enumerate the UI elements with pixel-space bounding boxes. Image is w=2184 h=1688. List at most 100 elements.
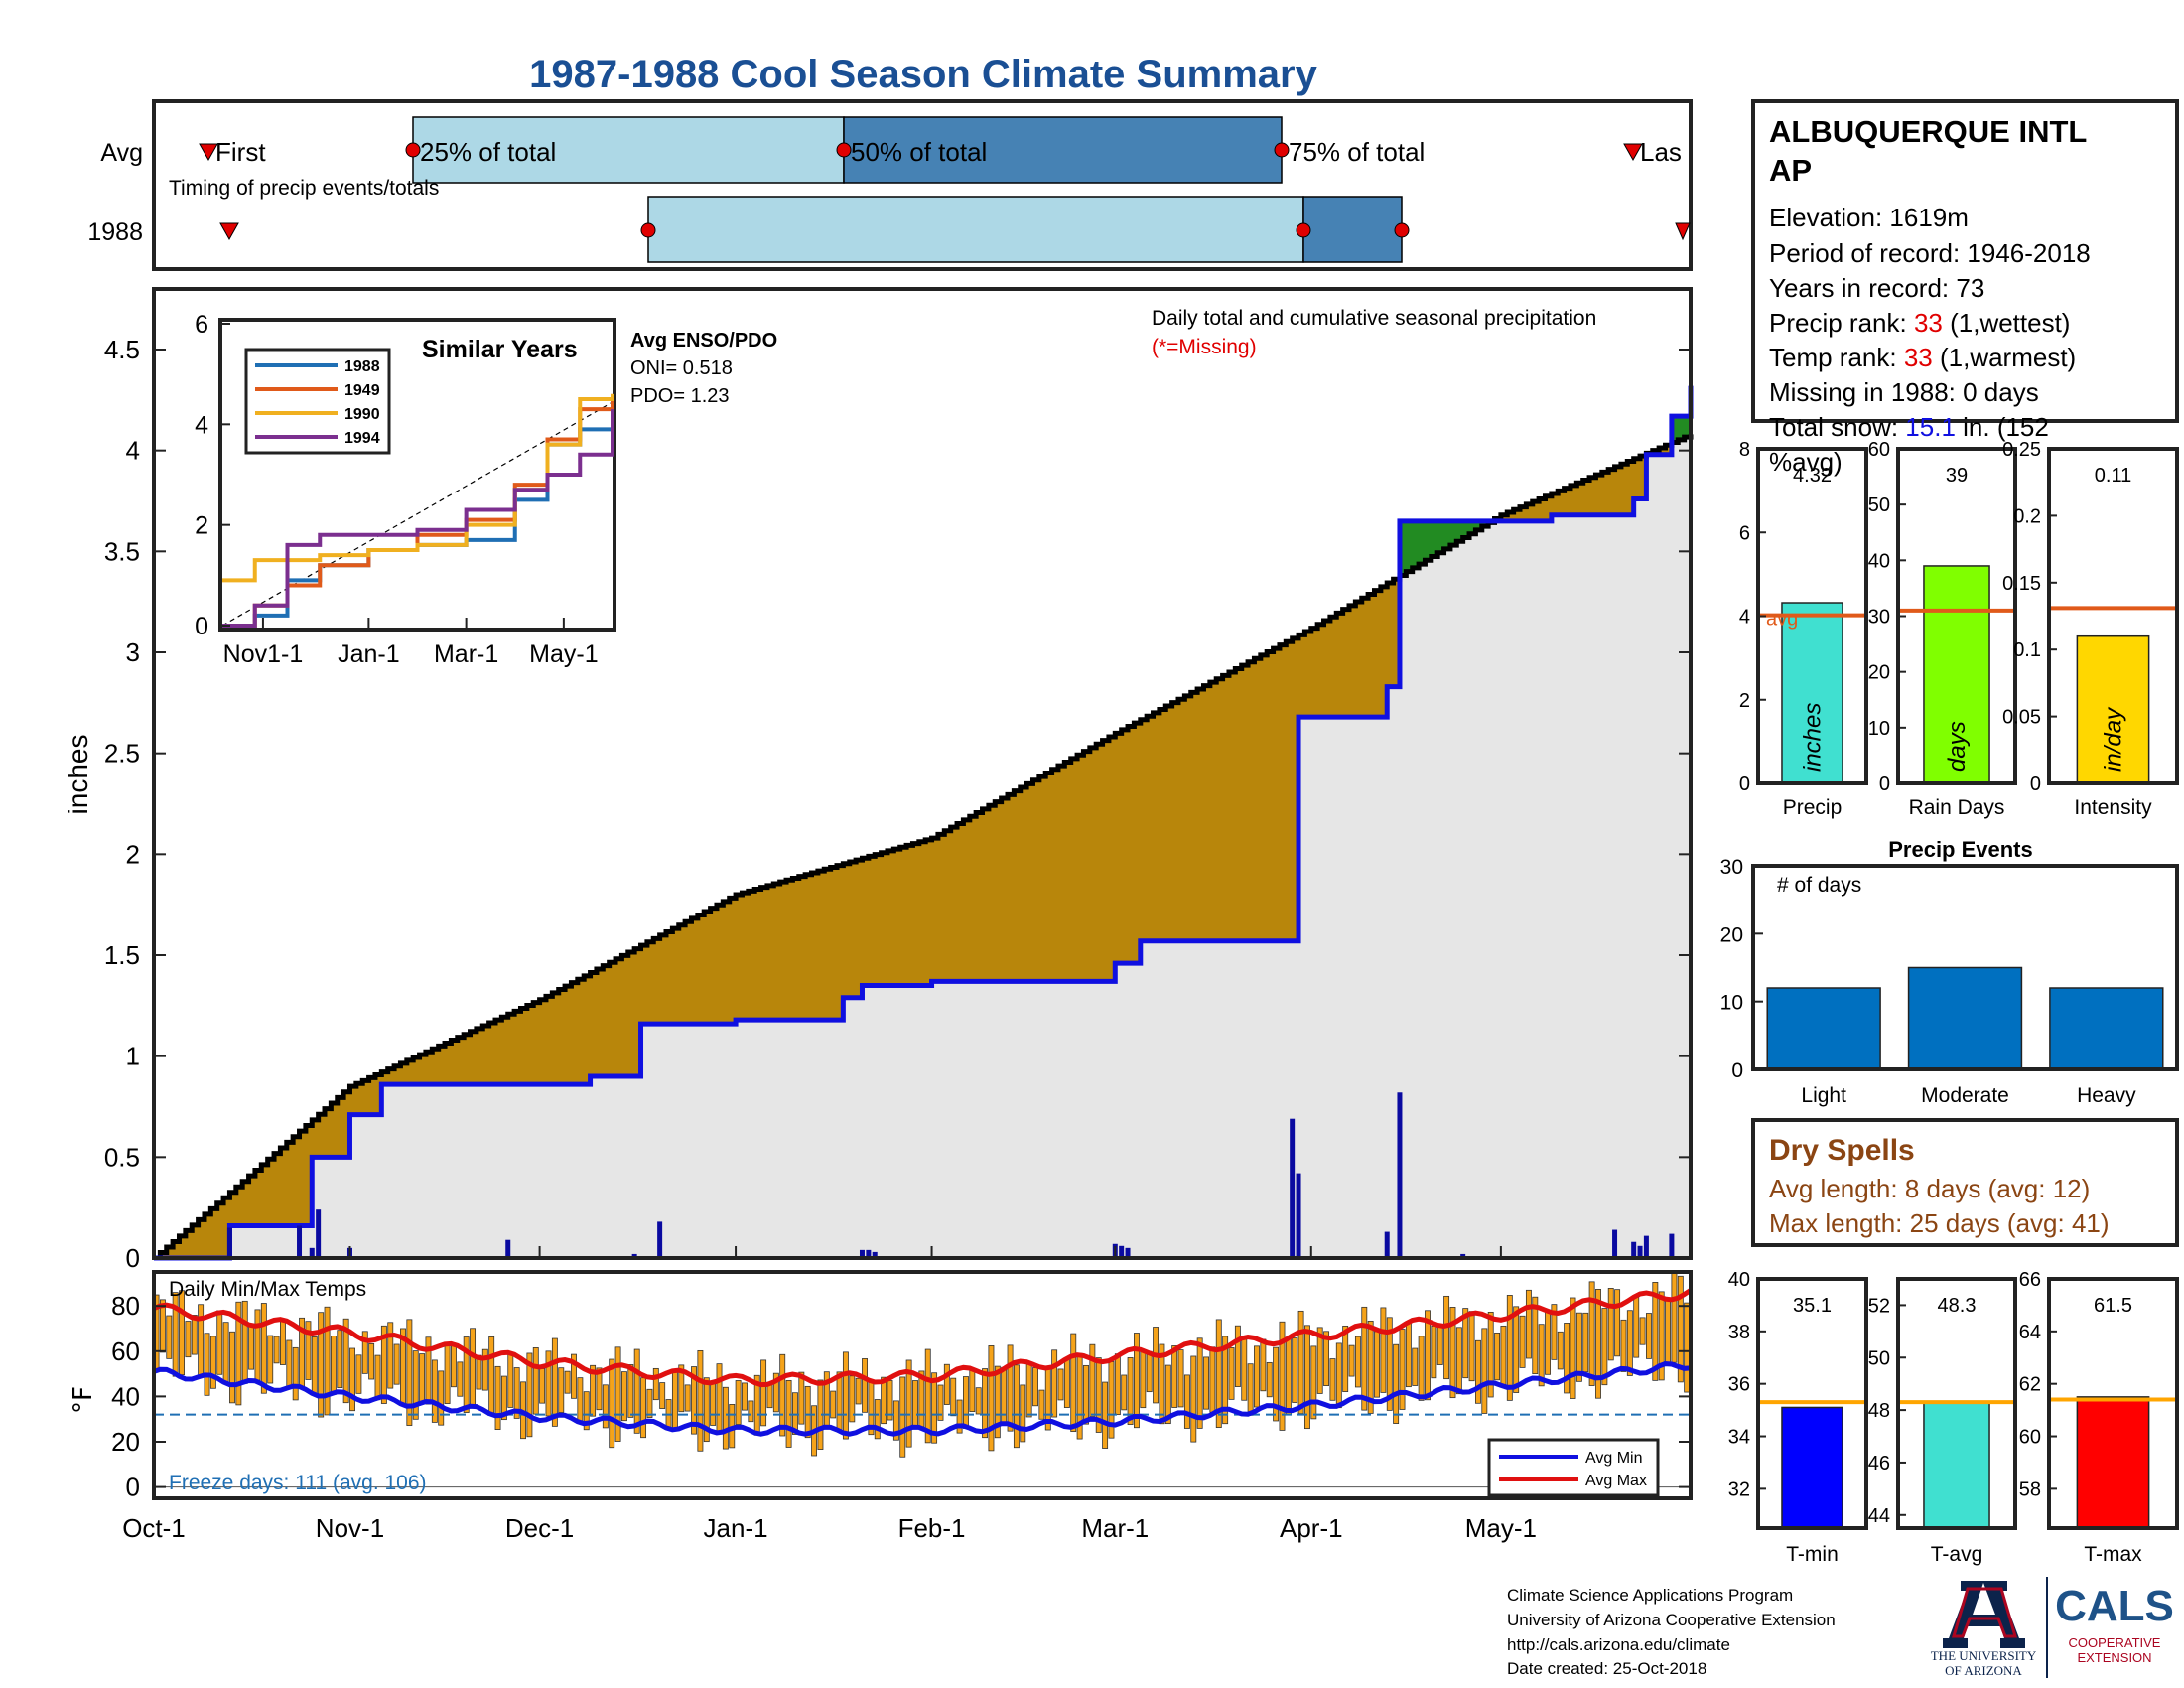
temp-rank-label: Temp rank: [1769,343,1904,372]
daily-temp-bar [722,1386,729,1450]
daily-temp-bar [1051,1349,1058,1418]
x-tick-label: Apr-1 [1280,1513,1343,1543]
timing-1988-late-box [1302,196,1403,263]
daily-temp-bar [1570,1297,1576,1399]
mini-bar [1781,1406,1843,1529]
daily-temp-bar [273,1336,280,1364]
daily-precip-bar [631,1253,637,1258]
mini-y-tick-label: 46 [1868,1453,1890,1475]
mini-category-label: Intensity [2074,796,2152,819]
station-snow-line2: %avg) [1769,447,1843,477]
precip-rank-suffix: (1,wettest) [1943,308,2071,338]
daily-temp-bar [1254,1345,1260,1408]
precip-summary-bars: 0 2 4 6 8 4.32 Precip inches avg 0 10 20 30 40 50 60 39 R… [1739,439,2179,819]
daily-temp-bar [742,1382,748,1411]
daily-temp-bar [1367,1320,1374,1414]
temp-frame [152,1270,1693,1500]
footer-line1: Climate Science Applications Program [1507,1586,1793,1605]
daily-temp-bar [1545,1310,1551,1375]
mini-y-tick-label: 8 [1739,439,1750,461]
daily-temp-bar [1431,1325,1437,1379]
daily-temp-bar [248,1324,255,1370]
daily-temp-bar [1083,1364,1089,1425]
mini-unit-label: days [1944,721,1971,772]
daily-temp-bar [361,1331,368,1374]
daily-precip-bar [1460,1253,1466,1258]
avg-min-line [153,1361,1692,1437]
daily-precip-bar [1643,1235,1649,1258]
daily-temp-bar [1316,1327,1323,1394]
main-y-tick-label: 1.5 [104,940,140,970]
legend-avg-min-label: Avg Min [1585,1450,1643,1467]
inset-x-tick-label: Mar-1 [434,640,498,668]
inset-series-lines [222,393,614,628]
daily-temp-bar [1500,1325,1507,1387]
daily-temp-bar [1329,1358,1336,1401]
daily-temp-bar [994,1365,1001,1439]
daily-precip-bar [1631,1241,1637,1258]
daily-temp-bar [1519,1315,1526,1368]
station-period: Period of record: 1946-2018 [1769,238,2091,268]
events-y-tick-label: 10 [1720,992,1743,1015]
daily-temp-bar [318,1312,325,1418]
daily-temp-bar [1171,1345,1178,1408]
temp-chart: 0 20 40 60 80 Daily Min/Max Temps °F Freeze … [68,1270,1693,1502]
dry-spells-title: Dry Spells [1769,1134,1915,1167]
daily-temp-bar [1335,1342,1342,1409]
daily-temp-bar [337,1330,343,1389]
temp-y-tick-label: 0 [126,1473,140,1502]
daily-temp-bar [1564,1323,1570,1394]
mini-y-tick-label: 0 [1739,774,1750,795]
cals-line1: COOPERATIVE [2069,1635,2161,1650]
daily-temp-bar [710,1380,717,1426]
mini-y-tick-label: 52 [1868,1295,1890,1317]
daily-precip-bar [872,1251,878,1258]
x-tick-label: Feb-1 [898,1513,966,1543]
mini-y-tick-label: 0.25 [2002,439,2041,461]
inset-legend-label: 1988 [344,358,380,375]
timing-avg-75-label: 75% of total [1289,137,1425,167]
daily-temp-bar [1057,1368,1064,1401]
legend-avg-max-label: Avg Max [1585,1473,1647,1489]
station-elevation: Elevation: 1619m [1769,203,1969,232]
main-y-tick-label: 3 [126,637,140,667]
daily-temp-bar [179,1290,185,1376]
main-y-tick-label: 0.5 [104,1142,140,1172]
daily-temp-bar [1374,1331,1380,1398]
timing-row-avg: Avg [100,139,143,167]
daily-temp-bar [855,1377,862,1405]
inset-y-tick-label: 6 [195,311,208,339]
mini-unit-label: in/day [2101,706,2127,772]
mini-y-tick-label: 48 [1868,1400,1890,1422]
daily-temp-bar [1038,1389,1045,1420]
daily-precip-bar [297,1225,303,1258]
precip-rank-label: Precip rank: [1769,308,1914,338]
inset-y-ticks: 0 2 4 6 [195,311,230,640]
daily-temp-bar [481,1348,488,1391]
daily-temp-bar [1557,1331,1564,1370]
daily-temp-bar [1582,1312,1589,1373]
daily-temp-bar [1412,1347,1419,1386]
daily-precip-bar [1637,1245,1643,1258]
daily-temp-bar [969,1367,976,1413]
mini-panel-frame [2047,1277,2179,1530]
daily-temp-bar [748,1400,754,1423]
mini-y-tick-label: 38 [1728,1322,1750,1343]
daily-temp-bar [204,1333,210,1396]
mini-y-tick-label: 0.2 [2013,505,2041,527]
x-tick-label: Oct-1 [122,1513,186,1543]
daily-temp-bar [1215,1319,1222,1429]
daily-temp-bar [1393,1343,1400,1424]
x-tick-label: Jan-1 [704,1513,768,1543]
timing-avg-25-label: 25% of total [420,137,556,167]
daily-temp-bar [931,1372,938,1444]
daily-temp-bar [1342,1325,1349,1392]
temp-y-tick-label: 60 [111,1336,140,1366]
mini-category-label: T-min [1786,1543,1839,1566]
daily-temp-bar [1153,1327,1160,1404]
main-ylabel: inches [63,735,93,815]
daily-temp-bar [798,1371,805,1425]
timing-avg-last-marker [1623,143,1643,162]
daily-temp-bar [836,1371,843,1433]
